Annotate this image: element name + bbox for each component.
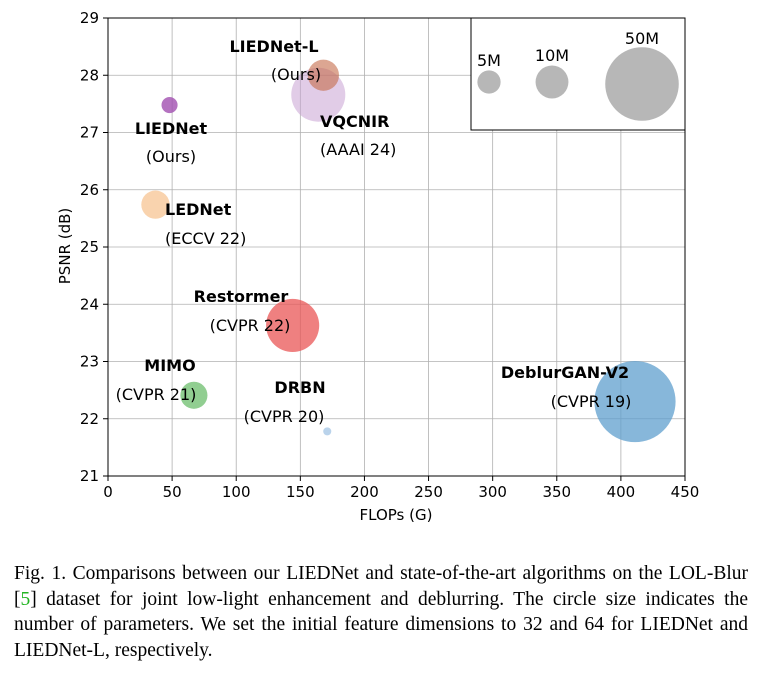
bubble-liednet [161, 96, 178, 114]
bubble-deblurgan [594, 360, 676, 443]
axis-ticks: 0 50 100 150 200 250 300 350 400 450 21 22 23 24 25 26 2… [80, 9, 699, 501]
legend-label-10m: 10M [535, 46, 569, 65]
point-name-liednet-l: LIEDNet-L [229, 37, 318, 56]
x-tick-label: 350 [542, 483, 571, 501]
scatter-chart: 5M 10M 50M VQCNIR (AAAI 24) LIEDNet-L (Ours) L… [56, 9, 699, 524]
y-tick-label: 28 [80, 66, 99, 84]
legend-bubble-50m [605, 47, 679, 121]
figure-caption: Fig. 1. Comparisons between our LIEDNet … [14, 561, 748, 663]
y-tick-label: 21 [80, 467, 99, 485]
x-tick-label: 50 [163, 483, 182, 501]
point-name-deblurgan: DeblurGAN-V2 [501, 363, 629, 382]
y-tick-label: 29 [80, 9, 99, 27]
point-venue-lednet: (ECCV 22) [165, 229, 246, 248]
x-tick-label: 150 [286, 483, 315, 501]
x-tick-label: 100 [222, 483, 251, 501]
point-name-liednet: LIEDNet [135, 119, 208, 138]
y-axis-label: PSNR (dB) [56, 208, 74, 285]
x-axis-label: FLOPs (G) [360, 506, 433, 524]
legend-bubble-5m [477, 70, 501, 94]
point-name-lednet: LEDNet [165, 200, 232, 219]
y-tick-label: 27 [80, 124, 99, 142]
size-legend: 5M 10M 50M [470, 17, 686, 131]
x-tick-label: 0 [103, 483, 113, 501]
y-tick-label: 25 [80, 238, 99, 256]
y-tick-label: 24 [80, 295, 99, 313]
y-tick-label: 23 [80, 353, 99, 371]
point-venue-restormer: (CVPR 22) [210, 316, 291, 335]
point-venue-deblurgan: (CVPR 19) [551, 392, 632, 411]
legend-label-5m: 5M [477, 51, 501, 70]
x-tick-label: 250 [414, 483, 443, 501]
point-name-mimo: MIMO [144, 356, 195, 375]
y-tick-label: 22 [80, 410, 99, 428]
bubble-drbn [323, 427, 332, 436]
x-tick-label: 450 [671, 483, 700, 501]
caption-text-start: Fig. 1. Comparisons between our LIEDNet … [14, 563, 748, 610]
bubble-liednet-l [307, 59, 340, 91]
x-tick-label: 200 [350, 483, 379, 501]
point-venue-liednet-l: (Ours) [271, 65, 321, 84]
point-venue-mimo: (CVPR 21) [116, 385, 197, 404]
point-name-drbn: DRBN [274, 378, 325, 397]
legend-bubble-10m [535, 65, 569, 99]
point-venue-liednet: (Ours) [146, 147, 196, 166]
caption-text-end: ] dataset for joint low-light enhancemen… [14, 588, 748, 661]
data-points [141, 59, 676, 443]
point-labels: VQCNIR (AAAI 24) LIEDNet-L (Ours) LIEDNet (Ou… [116, 37, 632, 426]
point-venue-drbn: (CVPR 20) [244, 407, 325, 426]
bubble-lednet [141, 190, 170, 219]
point-venue-vqcnir: (AAAI 24) [320, 140, 396, 159]
point-name-restormer: Restormer [194, 287, 289, 306]
x-tick-label: 400 [607, 483, 636, 501]
x-tick-label: 300 [478, 483, 507, 501]
bubble-mimo [180, 381, 208, 409]
point-name-vqcnir: VQCNIR [320, 112, 389, 131]
y-tick-label: 26 [80, 181, 99, 199]
legend-label-50m: 50M [625, 29, 659, 48]
citation-link[interactable]: 5 [20, 588, 31, 610]
bubble-restormer [266, 298, 320, 352]
